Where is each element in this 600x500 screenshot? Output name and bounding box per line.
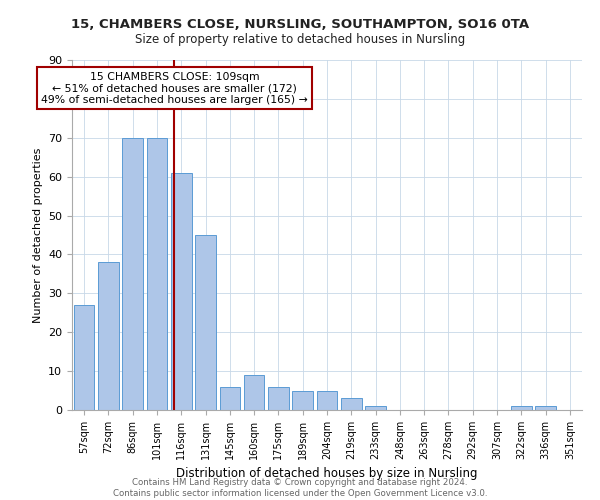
Bar bbox=[98, 262, 119, 410]
Bar bbox=[365, 406, 386, 410]
Bar bbox=[341, 398, 362, 410]
X-axis label: Distribution of detached houses by size in Nursling: Distribution of detached houses by size … bbox=[176, 468, 478, 480]
Y-axis label: Number of detached properties: Number of detached properties bbox=[32, 148, 43, 322]
Bar bbox=[74, 305, 94, 410]
Text: Contains HM Land Registry data © Crown copyright and database right 2024.
Contai: Contains HM Land Registry data © Crown c… bbox=[113, 478, 487, 498]
Bar bbox=[122, 138, 143, 410]
Bar bbox=[317, 390, 337, 410]
Bar bbox=[195, 235, 216, 410]
Text: Size of property relative to detached houses in Nursling: Size of property relative to detached ho… bbox=[135, 32, 465, 46]
Bar bbox=[220, 386, 240, 410]
Bar bbox=[292, 390, 313, 410]
Text: 15, CHAMBERS CLOSE, NURSLING, SOUTHAMPTON, SO16 0TA: 15, CHAMBERS CLOSE, NURSLING, SOUTHAMPTO… bbox=[71, 18, 529, 30]
Bar bbox=[535, 406, 556, 410]
Bar bbox=[244, 375, 265, 410]
Bar bbox=[171, 173, 191, 410]
Bar bbox=[268, 386, 289, 410]
Text: 15 CHAMBERS CLOSE: 109sqm
← 51% of detached houses are smaller (172)
49% of semi: 15 CHAMBERS CLOSE: 109sqm ← 51% of detac… bbox=[41, 72, 308, 105]
Bar bbox=[146, 138, 167, 410]
Bar bbox=[511, 406, 532, 410]
